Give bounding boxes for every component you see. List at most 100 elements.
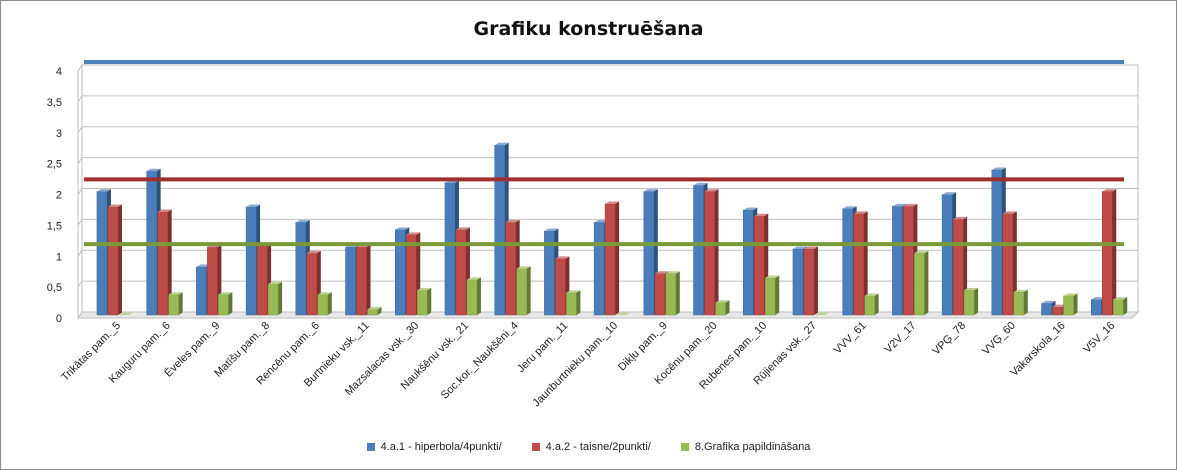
legend-label-series-2: 4.a.2 - taisne/2punkti/: [545, 441, 651, 453]
bar-top: [295, 219, 310, 223]
gridline-depth: [77, 249, 83, 257]
bar: [267, 283, 279, 316]
bar-side: [775, 275, 780, 315]
bar: [168, 294, 179, 316]
bar-side: [327, 292, 332, 315]
bar-top: [218, 292, 233, 295]
legend-label-series-3: 8.Grafika papildināšana: [694, 441, 811, 453]
bar-top: [395, 227, 410, 230]
bar: [892, 206, 903, 316]
y-tick-label: 0: [56, 313, 62, 325]
bar-side: [576, 290, 581, 315]
bar-side: [974, 287, 979, 315]
bar: [207, 246, 218, 316]
bar-top: [903, 203, 918, 207]
gridline-depth: [77, 157, 83, 164]
bar: [604, 203, 616, 316]
chart-title: Grafiku konstruēšana: [473, 18, 704, 40]
bar: [1112, 299, 1124, 316]
y-tick-label: 0,5: [47, 282, 62, 294]
bar-top: [505, 219, 520, 223]
bar: [218, 294, 229, 316]
legend-item-series-1: 4.a.1 - hiperbola/4punkti/: [366, 441, 502, 453]
bar: [96, 191, 108, 316]
bar: [1041, 303, 1052, 316]
bar-top: [853, 211, 868, 214]
bar: [792, 248, 804, 316]
bar-top: [1002, 211, 1017, 214]
x-tick-label: V5V_16: [1081, 320, 1117, 356]
bar-side: [1123, 297, 1128, 315]
y-tick-label: 2: [56, 190, 62, 202]
bar-top: [743, 207, 758, 211]
bar: [593, 222, 605, 316]
gridline-depth: [77, 64, 83, 72]
bar-top: [643, 189, 658, 192]
bar: [1002, 213, 1014, 316]
bar-top: [665, 271, 680, 274]
bar-top: [842, 206, 857, 209]
bar: [753, 215, 765, 316]
y-tick-label: 3: [56, 128, 62, 140]
legend-item-series-2: 4.a.2 - taisne/2punkti/: [531, 441, 651, 453]
bar-top: [466, 277, 481, 280]
bar: [693, 185, 704, 316]
bar-top: [566, 290, 581, 293]
bar: [704, 191, 715, 316]
bar-top: [107, 204, 122, 207]
legend-item-series-3: 8.Grafika papildināšana: [680, 441, 811, 453]
bar-side: [167, 209, 172, 315]
bar-side: [714, 189, 719, 315]
x-tick-label: V2V_17: [882, 320, 918, 356]
bar-side: [476, 277, 481, 315]
bar-top: [654, 271, 669, 274]
bar-top: [96, 189, 111, 192]
bar: [306, 253, 318, 316]
bar: [643, 191, 655, 316]
bar-top: [455, 227, 470, 230]
bar-side: [278, 281, 283, 315]
x-tick-label: VVĢ_60: [980, 320, 1018, 358]
bar: [1090, 299, 1102, 316]
bar-side: [924, 250, 929, 315]
bar-top: [417, 287, 432, 291]
bar-top: [1102, 189, 1117, 192]
bar: [1101, 191, 1113, 316]
x-tick-label: Jaunburtnieku pam._10: [530, 320, 620, 410]
legend-swatch-series-1: [366, 443, 375, 451]
y-tick-label: 1: [56, 251, 62, 263]
bar-top: [605, 201, 620, 204]
gridline-depth: [77, 280, 83, 288]
bar-top: [715, 300, 730, 303]
bar-top: [1113, 297, 1128, 300]
bar: [903, 206, 914, 316]
bar-side: [117, 204, 122, 315]
bar-side: [813, 246, 818, 315]
bar-top: [196, 264, 211, 267]
bar-top: [765, 275, 780, 278]
bar: [256, 245, 268, 316]
bar-side: [178, 292, 183, 315]
bar-top: [168, 292, 183, 295]
bar-top: [544, 228, 559, 232]
bar: [295, 222, 307, 316]
legend-swatch-series-3: [680, 443, 689, 451]
bar-top: [616, 312, 631, 315]
bar: [654, 273, 666, 316]
bar: [317, 294, 329, 316]
y-tick-label: 4: [56, 66, 62, 78]
bar-top: [146, 168, 161, 172]
chart-legend: 4.a.1 - hiperbola/4punkti/ 4.a.2 - taisn…: [0, 441, 1177, 453]
bar: [853, 213, 864, 316]
bar: [963, 290, 975, 316]
bar-top: [991, 167, 1006, 170]
bar-top: [892, 203, 907, 207]
bar-side: [863, 211, 868, 315]
bar-side: [675, 271, 680, 315]
bar-top: [406, 232, 421, 235]
bar: [864, 295, 875, 316]
bar-top: [246, 204, 261, 207]
gridline-depth: [77, 95, 83, 103]
bar-top: [306, 250, 321, 254]
bar-side: [526, 266, 531, 315]
